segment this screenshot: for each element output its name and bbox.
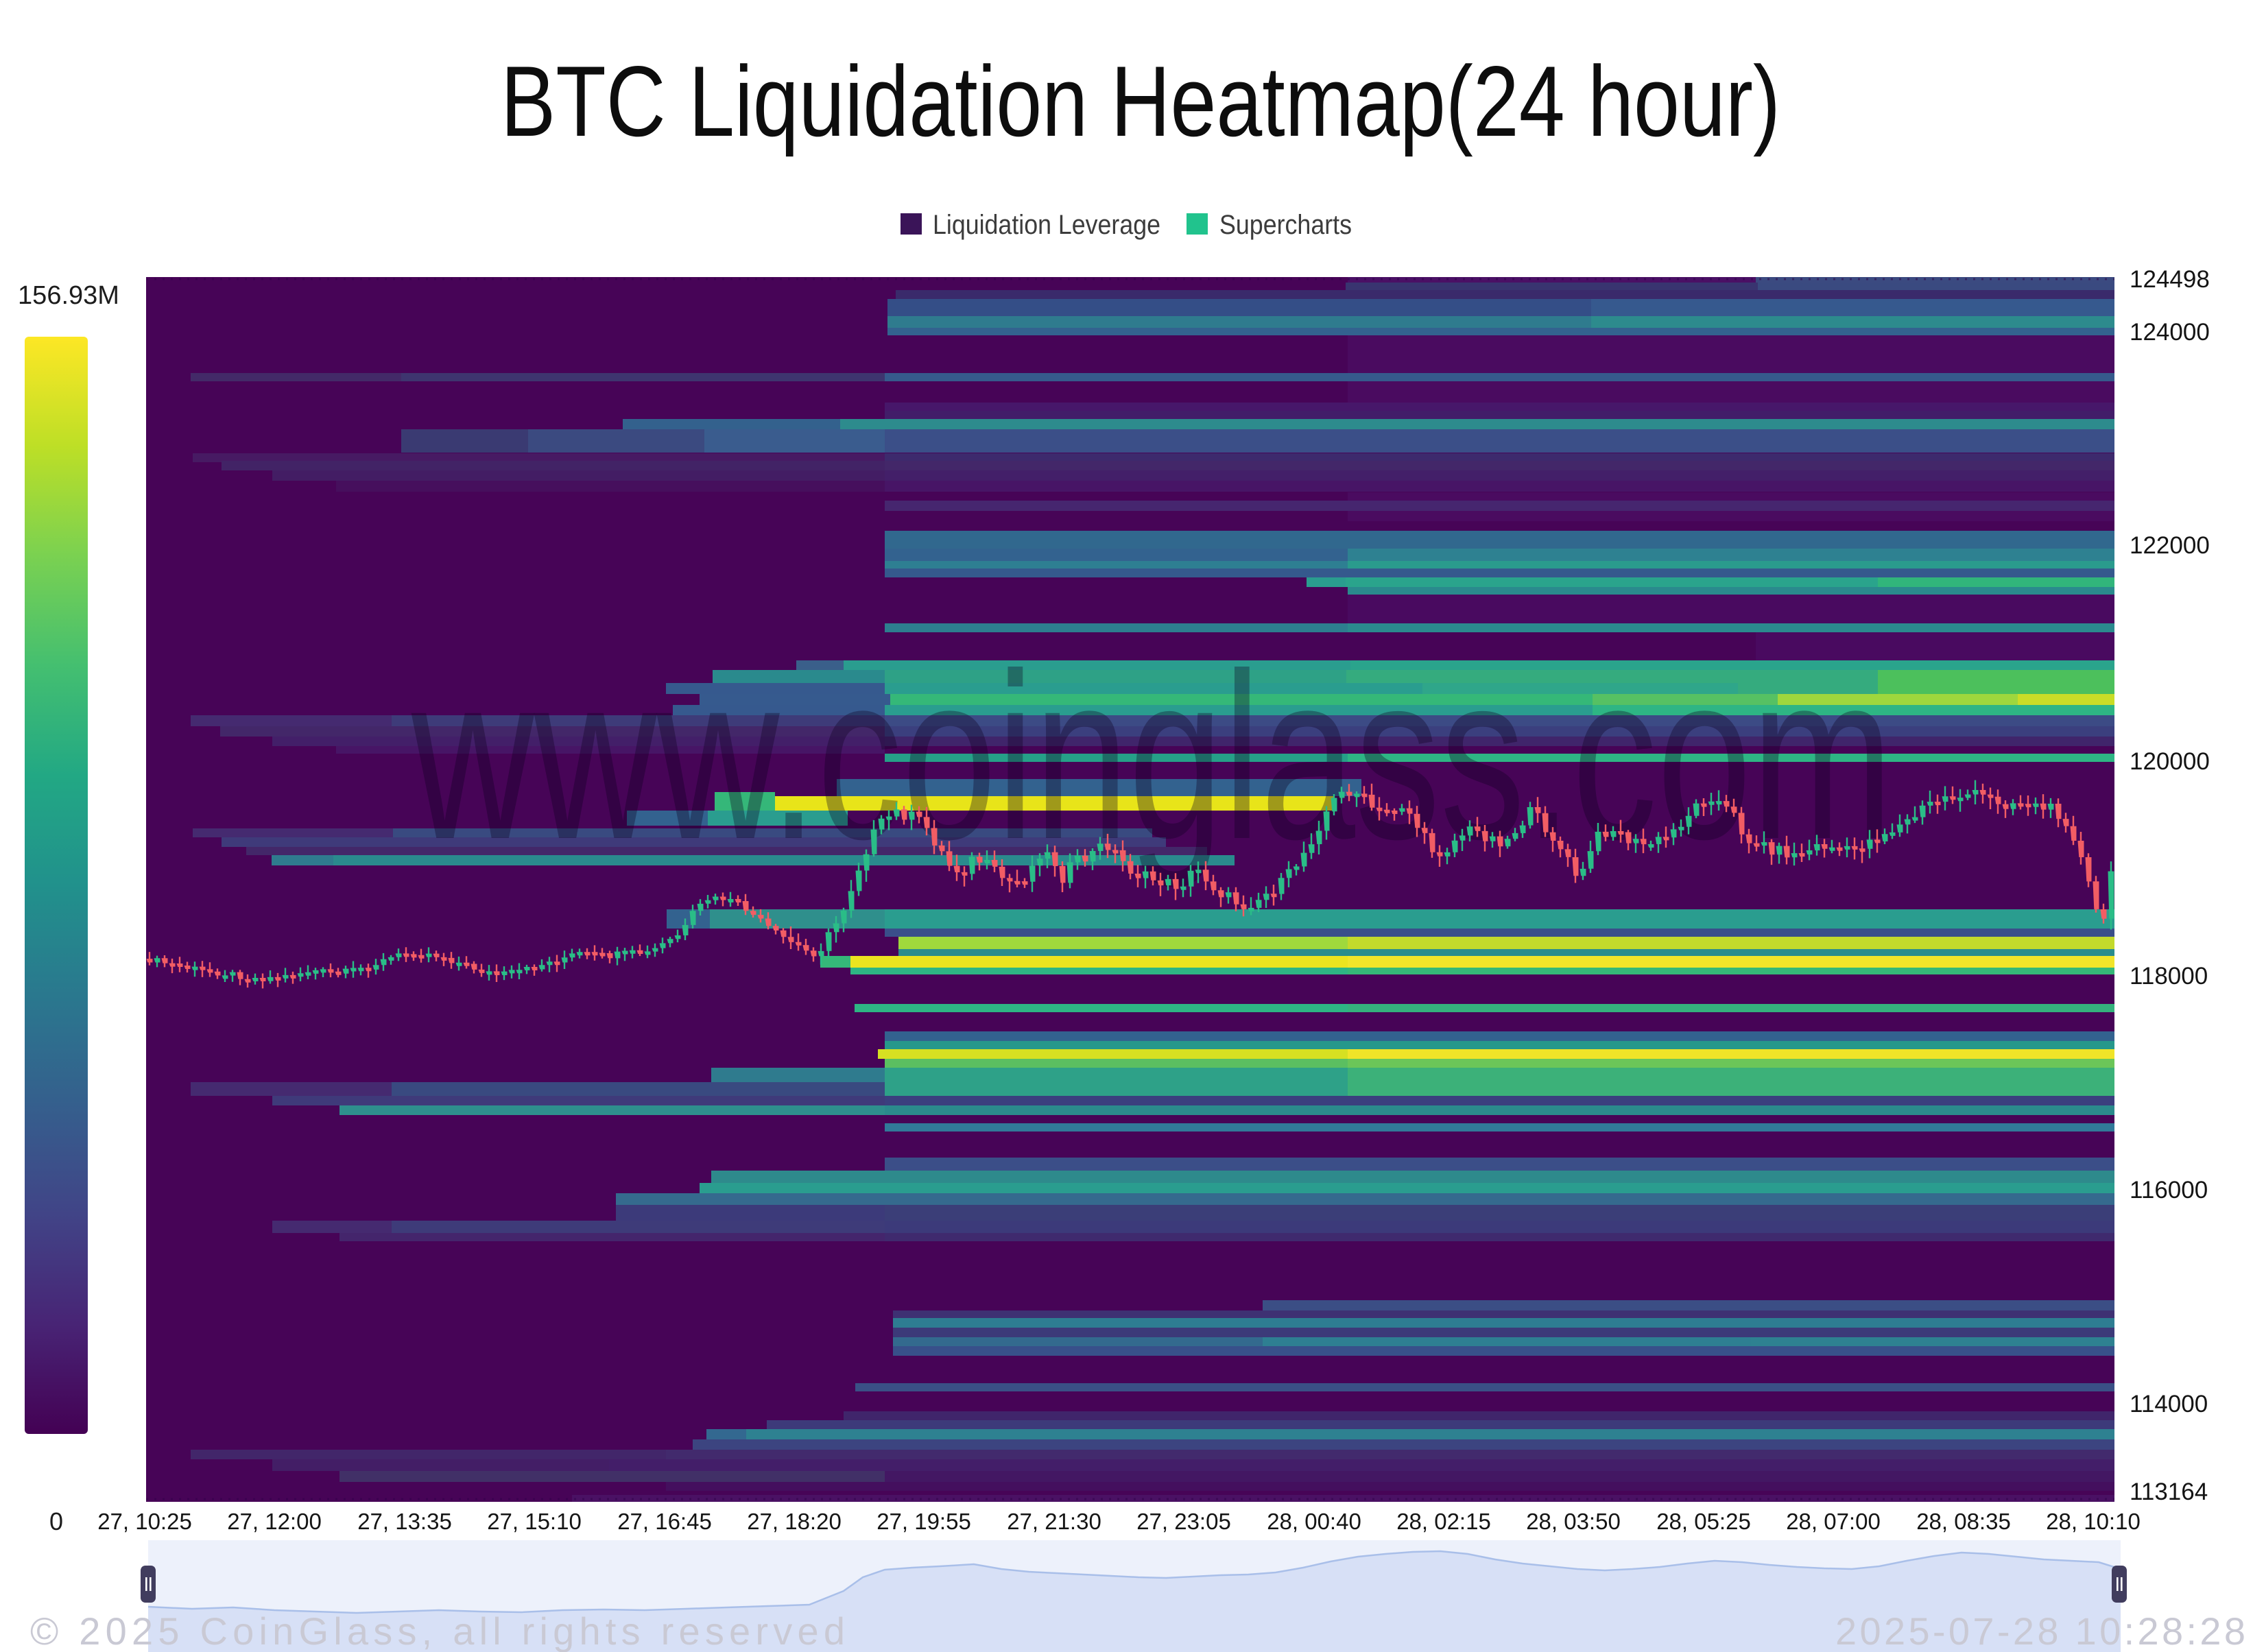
svg-text:28, 05:25: 28, 05:25 [1656, 1509, 1751, 1534]
svg-text:156.93M: 156.93M [18, 281, 119, 310]
svg-text:27, 12:00: 27, 12:00 [227, 1509, 322, 1534]
svg-text:124000: 124000 [2130, 319, 2210, 346]
svg-text:Supercharts: Supercharts [1219, 210, 1352, 240]
svg-text:113164: 113164 [2130, 1479, 2208, 1505]
svg-text:Liquidation Leverage: Liquidation Leverage [933, 210, 1160, 240]
svg-text:2025-07-28 10:28:28: 2025-07-28 10:28:28 [1835, 1609, 2245, 1652]
svg-text:28, 08:35: 28, 08:35 [1916, 1509, 2011, 1534]
svg-text:27, 18:20: 27, 18:20 [747, 1509, 842, 1534]
svg-text:BTC Liquidation Heatmap(24 hou: BTC Liquidation Heatmap(24 hour) [501, 45, 1780, 157]
svg-text:27, 16:45: 27, 16:45 [617, 1509, 712, 1534]
svg-text:© 2025 CoinGlass, all rights r: © 2025 CoinGlass, all rights reserved [30, 1609, 845, 1652]
svg-text:28, 03:50: 28, 03:50 [1526, 1509, 1621, 1534]
svg-text:28, 02:15: 28, 02:15 [1396, 1509, 1491, 1534]
svg-text:120000: 120000 [2130, 748, 2210, 775]
svg-text:116000: 116000 [2130, 1177, 2208, 1204]
svg-text:27, 19:55: 27, 19:55 [877, 1509, 971, 1534]
svg-text:27, 13:35: 27, 13:35 [357, 1509, 452, 1534]
svg-text:124498: 124498 [2130, 266, 2210, 293]
svg-text:28, 07:00: 28, 07:00 [1786, 1509, 1881, 1534]
svg-text:28, 00:40: 28, 00:40 [1267, 1509, 1361, 1534]
svg-text:118000: 118000 [2130, 963, 2208, 990]
svg-text:27, 21:30: 27, 21:30 [1007, 1509, 1101, 1534]
svg-text:0: 0 [49, 1507, 63, 1535]
svg-text:www.coinglass.com: www.coinglass.com [409, 625, 1893, 889]
svg-text:27, 10:25: 27, 10:25 [97, 1509, 192, 1534]
svg-text:114000: 114000 [2130, 1391, 2208, 1417]
svg-text:27, 23:05: 27, 23:05 [1136, 1509, 1231, 1534]
svg-text:28, 10:10: 28, 10:10 [2046, 1509, 2141, 1534]
svg-text:27, 15:10: 27, 15:10 [487, 1509, 582, 1534]
svg-text:122000: 122000 [2130, 532, 2210, 559]
